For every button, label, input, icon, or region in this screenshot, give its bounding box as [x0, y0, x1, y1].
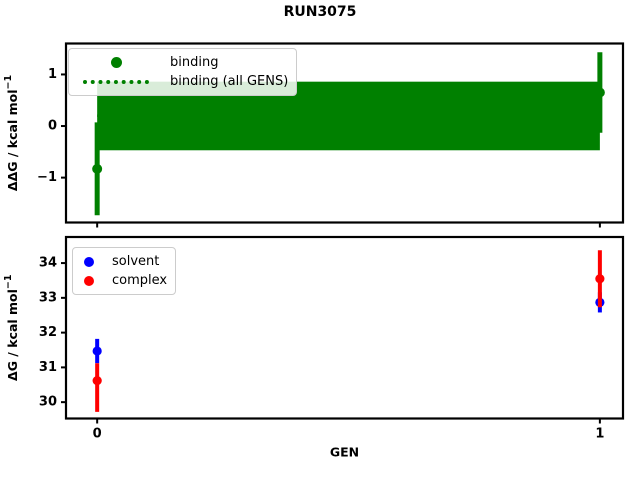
binding-data-point-marker [92, 163, 103, 174]
complex-data-point-marker [92, 376, 102, 386]
legend-entry: binding (all GENS) [69, 72, 288, 91]
y-tick-label: 34 [39, 256, 57, 271]
legend-label: complex [112, 273, 168, 288]
y-tick-label: 31 [39, 360, 57, 375]
x-axis-label: GEN [330, 445, 359, 460]
legend-entry: solvent [73, 252, 167, 271]
dotted-line-icon [83, 79, 149, 84]
legend-bottom: solvent complex [72, 247, 177, 295]
legend-icon-column [69, 57, 163, 68]
solvent-data-point-marker [92, 346, 102, 356]
y-tick-label: 30 [39, 395, 57, 410]
legend-label: binding (all GENS) [170, 74, 289, 89]
legend-label: binding [170, 55, 219, 70]
y-tick-label: 1 [48, 67, 57, 82]
legend-icon-column [69, 79, 163, 84]
legend-entry: complex [73, 271, 167, 290]
legend-icon-column [73, 275, 105, 286]
legend-entry: binding [69, 53, 288, 72]
axes-frame [64, 235, 625, 420]
legend-icon-column [73, 256, 105, 267]
y-tick-label: −1 [37, 170, 57, 185]
y-axis-label: ΔG / kcal mol−1 [3, 275, 20, 381]
x-tick-label: 0 [93, 427, 102, 442]
series-marker-icon [84, 275, 94, 286]
y-tick-label: 32 [39, 325, 57, 340]
axes-frame [64, 42, 625, 224]
series-marker-icon [84, 256, 94, 267]
series-marker-icon [110, 57, 122, 68]
figure-title: RUN3075 [283, 4, 357, 20]
legend-top: binding binding (all GENS) [68, 48, 298, 96]
y-axis-label: ΔΔG / kcal mol−1 [3, 75, 20, 191]
y-tick-label: 0 [48, 119, 57, 134]
legend-label: solvent [112, 254, 160, 269]
binding-data-point-marker [594, 87, 605, 98]
x-tick-label: 1 [595, 427, 604, 442]
complex-data-point-marker [595, 274, 605, 284]
y-tick-label: 33 [39, 290, 57, 305]
